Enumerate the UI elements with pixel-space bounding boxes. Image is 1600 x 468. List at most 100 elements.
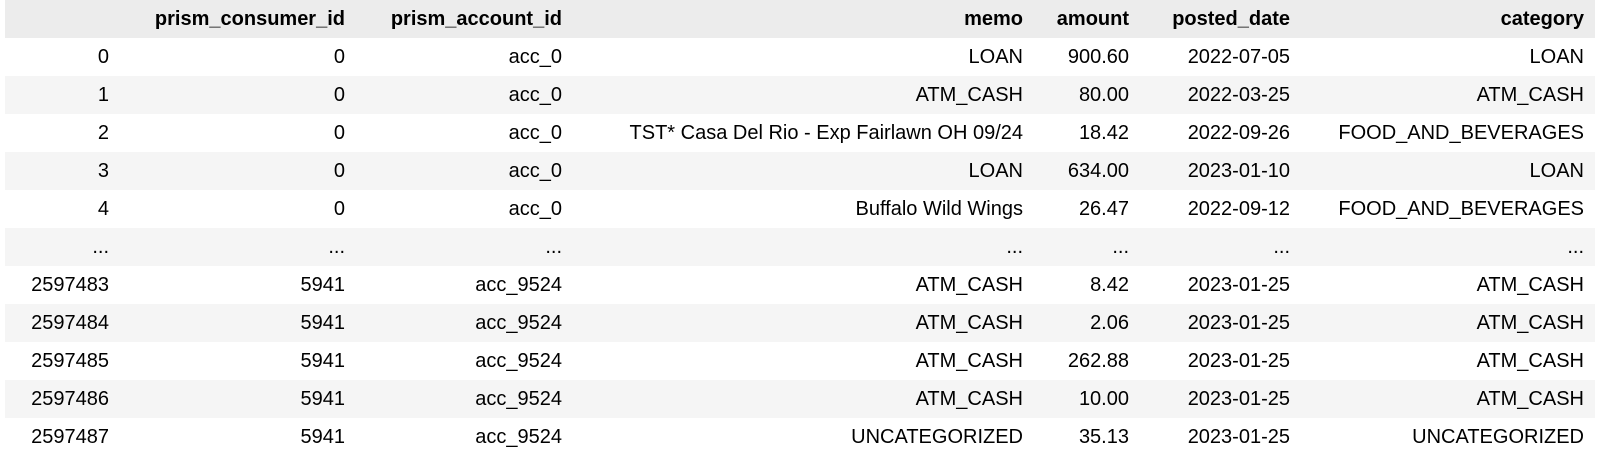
table-row: 2597487 5941 acc_9524 UNCATEGORIZED 35.13 202… <box>5 418 1595 456</box>
cell-category: LOAN <box>1301 38 1595 76</box>
cell-amount: ... <box>1034 228 1140 266</box>
cell-prism-account-id: acc_9524 <box>356 304 573 342</box>
cell-memo: TST* Casa Del Rio - Exp Fairlawn OH 09/2… <box>573 114 1034 152</box>
cell-amount: 35.13 <box>1034 418 1140 456</box>
cell-memo: ATM_CASH <box>573 342 1034 380</box>
header-prism-consumer-id: prism_consumer_id <box>120 0 356 38</box>
table-row: 2597483 5941 acc_9524 ATM_CASH 8.42 2023-01-2… <box>5 266 1595 304</box>
cell-posted-date: 2022-03-25 <box>1140 76 1301 114</box>
cell-prism-account-id: acc_0 <box>356 76 573 114</box>
cell-prism-account-id: acc_9524 <box>356 380 573 418</box>
cell-posted-date: 2023-01-25 <box>1140 266 1301 304</box>
cell-index: 2597486 <box>5 380 120 418</box>
cell-memo: ATM_CASH <box>573 266 1034 304</box>
cell-prism-consumer-id: 0 <box>120 38 356 76</box>
table-row: 0 0 acc_0 LOAN 900.60 2022-07-05 LOAN <box>5 38 1595 76</box>
cell-memo: LOAN <box>573 38 1034 76</box>
cell-prism-account-id: acc_0 <box>356 152 573 190</box>
cell-amount: 26.47 <box>1034 190 1140 228</box>
cell-posted-date: 2022-09-26 <box>1140 114 1301 152</box>
cell-prism-account-id: ... <box>356 228 573 266</box>
cell-index: 0 <box>5 38 120 76</box>
table-header: prism_consumer_id prism_account_id memo … <box>5 0 1595 38</box>
cell-amount: 900.60 <box>1034 38 1140 76</box>
table-body: 0 0 acc_0 LOAN 900.60 2022-07-05 LOAN 1 0 acc_0 AT… <box>5 38 1595 456</box>
table-row: ..................... <box>5 228 1595 266</box>
cell-index: 3 <box>5 152 120 190</box>
cell-index: 2597487 <box>5 418 120 456</box>
cell-category: UNCATEGORIZED <box>1301 418 1595 456</box>
header-category: category <box>1301 0 1595 38</box>
cell-amount: 10.00 <box>1034 380 1140 418</box>
cell-posted-date: 2023-01-25 <box>1140 304 1301 342</box>
cell-posted-date: 2022-07-05 <box>1140 38 1301 76</box>
cell-category: FOOD_AND_BEVERAGES <box>1301 190 1595 228</box>
cell-prism-consumer-id: 0 <box>120 114 356 152</box>
cell-memo: Buffalo Wild Wings <box>573 190 1034 228</box>
cell-prism-account-id: acc_9524 <box>356 418 573 456</box>
cell-category: ... <box>1301 228 1595 266</box>
cell-category: FOOD_AND_BEVERAGES <box>1301 114 1595 152</box>
cell-posted-date: 2023-01-10 <box>1140 152 1301 190</box>
cell-prism-consumer-id: ... <box>120 228 356 266</box>
table-row: 1 0 acc_0 ATM_CASH 80.00 2022-03-25 ATM_CASH <box>5 76 1595 114</box>
cell-memo: ATM_CASH <box>573 380 1034 418</box>
cell-prism-consumer-id: 5941 <box>120 304 356 342</box>
cell-prism-account-id: acc_9524 <box>356 342 573 380</box>
dataframe-output: prism_consumer_id prism_account_id memo … <box>5 0 1595 456</box>
table-row: 2597484 5941 acc_9524 ATM_CASH 2.06 2023-01-2… <box>5 304 1595 342</box>
cell-amount: 18.42 <box>1034 114 1140 152</box>
cell-index: 2597484 <box>5 304 120 342</box>
cell-prism-consumer-id: 0 <box>120 76 356 114</box>
header-row: prism_consumer_id prism_account_id memo … <box>5 0 1595 38</box>
cell-category: ATM_CASH <box>1301 304 1595 342</box>
cell-prism-account-id: acc_0 <box>356 190 573 228</box>
cell-amount: 8.42 <box>1034 266 1140 304</box>
table-row: 2597485 5941 acc_9524 ATM_CASH 262.88 2023-01… <box>5 342 1595 380</box>
table-row: 2 0 acc_0 TST* Casa Del Rio - Exp Fairlawn … <box>5 114 1595 152</box>
cell-prism-consumer-id: 5941 <box>120 380 356 418</box>
cell-index: 2597483 <box>5 266 120 304</box>
cell-category: ATM_CASH <box>1301 380 1595 418</box>
cell-posted-date: 2023-01-25 <box>1140 418 1301 456</box>
cell-index: ... <box>5 228 120 266</box>
cell-category: ATM_CASH <box>1301 342 1595 380</box>
cell-amount: 634.00 <box>1034 152 1140 190</box>
header-posted-date: posted_date <box>1140 0 1301 38</box>
cell-posted-date: 2023-01-25 <box>1140 380 1301 418</box>
cell-category: ATM_CASH <box>1301 76 1595 114</box>
table-row: 4 0 acc_0 Buffalo Wild Wings 26.47 2022-09-12… <box>5 190 1595 228</box>
cell-memo: ... <box>573 228 1034 266</box>
table-row: 3 0 acc_0 LOAN 634.00 2023-01-10 LOAN <box>5 152 1595 190</box>
cell-prism-consumer-id: 5941 <box>120 342 356 380</box>
cell-posted-date: 2022-09-12 <box>1140 190 1301 228</box>
cell-amount: 80.00 <box>1034 76 1140 114</box>
table-row: 2597486 5941 acc_9524 ATM_CASH 10.00 2023-01-… <box>5 380 1595 418</box>
cell-posted-date: 2023-01-25 <box>1140 342 1301 380</box>
header-amount: amount <box>1034 0 1140 38</box>
header-index <box>5 0 120 38</box>
cell-memo: UNCATEGORIZED <box>573 418 1034 456</box>
cell-prism-account-id: acc_0 <box>356 38 573 76</box>
cell-prism-account-id: acc_9524 <box>356 266 573 304</box>
cell-index: 1 <box>5 76 120 114</box>
cell-index: 2597485 <box>5 342 120 380</box>
cell-posted-date: ... <box>1140 228 1301 266</box>
cell-prism-consumer-id: 0 <box>120 152 356 190</box>
cell-index: 4 <box>5 190 120 228</box>
cell-index: 2 <box>5 114 120 152</box>
cell-prism-consumer-id: 5941 <box>120 266 356 304</box>
cell-prism-account-id: acc_0 <box>356 114 573 152</box>
cell-amount: 2.06 <box>1034 304 1140 342</box>
header-memo: memo <box>573 0 1034 38</box>
header-prism-account-id: prism_account_id <box>356 0 573 38</box>
cell-prism-consumer-id: 0 <box>120 190 356 228</box>
dataframe-table: prism_consumer_id prism_account_id memo … <box>5 0 1595 456</box>
cell-memo: ATM_CASH <box>573 76 1034 114</box>
cell-category: LOAN <box>1301 152 1595 190</box>
cell-category: ATM_CASH <box>1301 266 1595 304</box>
cell-memo: LOAN <box>573 152 1034 190</box>
cell-prism-consumer-id: 5941 <box>120 418 356 456</box>
cell-memo: ATM_CASH <box>573 304 1034 342</box>
cell-amount: 262.88 <box>1034 342 1140 380</box>
